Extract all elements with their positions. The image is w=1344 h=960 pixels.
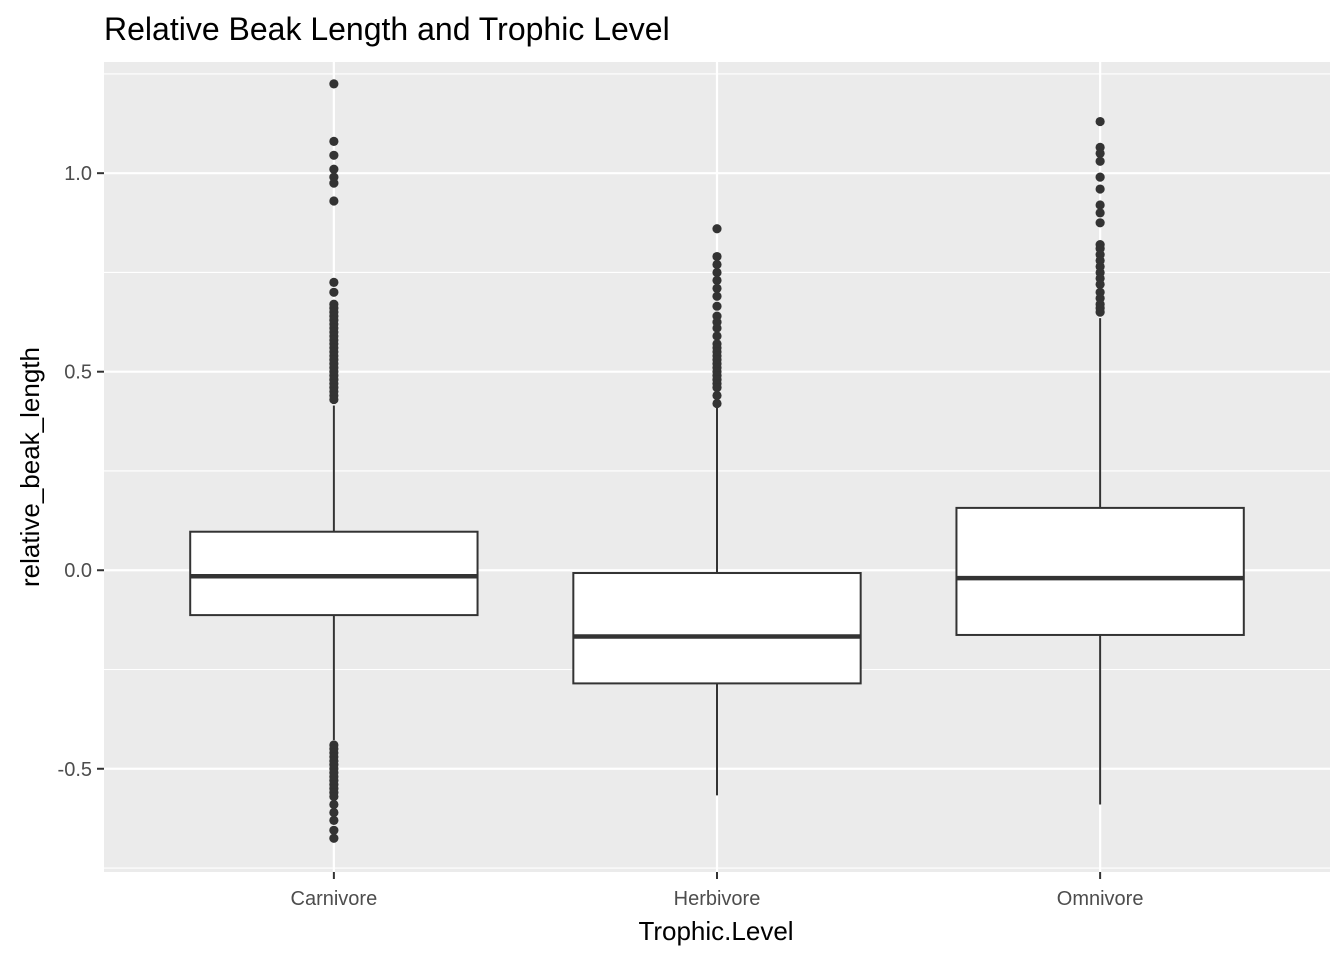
outlier-point: [1095, 172, 1105, 182]
outlier-point: [329, 791, 339, 802]
outlier-point: [712, 251, 722, 262]
outlier-point: [1095, 307, 1105, 317]
iqr-box: [955, 506, 1245, 636]
y-tick-label: -0.5: [58, 759, 92, 781]
outlier-point: [329, 825, 339, 835]
outlier-point: [329, 150, 339, 160]
outlier-point: [712, 382, 722, 393]
x-tick-label: Carnivore: [291, 888, 378, 910]
outlier-point: [712, 283, 722, 293]
box-herbivore: [572, 224, 862, 796]
outlier-point: [1095, 148, 1105, 158]
box-carnivore: [189, 79, 479, 843]
y-axis-ticks: -0.5 0.0 0.5 1.0: [58, 163, 104, 781]
outlier-point: [712, 301, 722, 311]
outlier-point: [329, 164, 339, 174]
box-series: [189, 79, 1245, 843]
x-tick-label: Herbivore: [674, 888, 761, 910]
outlier-point: [329, 799, 339, 810]
y-tick-label: 0.0: [64, 560, 92, 582]
outlier-point: [329, 277, 339, 287]
outlier-point: [1095, 208, 1105, 218]
outlier-point: [712, 267, 722, 278]
box-omnivore: [955, 116, 1245, 805]
iqr-box: [572, 572, 862, 685]
outlier-point: [329, 287, 339, 297]
outlier-point: [329, 196, 339, 206]
outlier-point: [1095, 116, 1105, 127]
outlier-point: [1095, 279, 1105, 289]
outlier-point: [1095, 218, 1105, 228]
outlier-point: [329, 79, 339, 89]
chart-title: Relative Beak Length and Trophic Level: [104, 11, 670, 47]
outlier-point: [1095, 200, 1105, 210]
x-tick-label: Omnivore: [1057, 888, 1144, 910]
outlier-point: [712, 224, 722, 234]
outlier-point: [712, 390, 722, 401]
x-axis-ticks: Carnivore Herbivore Omnivore: [291, 872, 1144, 910]
outlier-point: [712, 259, 722, 270]
outlier-point: [712, 275, 722, 285]
outlier-point: [712, 323, 722, 333]
outlier-point: [329, 833, 339, 843]
outlier-point: [329, 807, 339, 818]
outlier-point: [329, 394, 339, 405]
outlier-point: [712, 331, 722, 341]
y-tick-label: 1.0: [64, 163, 92, 185]
x-axis-title: Trophic.Level: [638, 916, 793, 946]
iqr-box: [189, 530, 479, 617]
outlier-point: [329, 136, 339, 147]
outlier-point: [329, 815, 339, 825]
y-tick-label: 0.5: [64, 362, 92, 384]
y-axis-title: relative_beak_length: [15, 347, 45, 587]
outlier-point: [712, 291, 722, 301]
outlier-point: [1095, 156, 1105, 166]
outlier-point: [1095, 184, 1105, 194]
outlier-point: [329, 178, 339, 188]
outlier-point: [712, 398, 722, 409]
